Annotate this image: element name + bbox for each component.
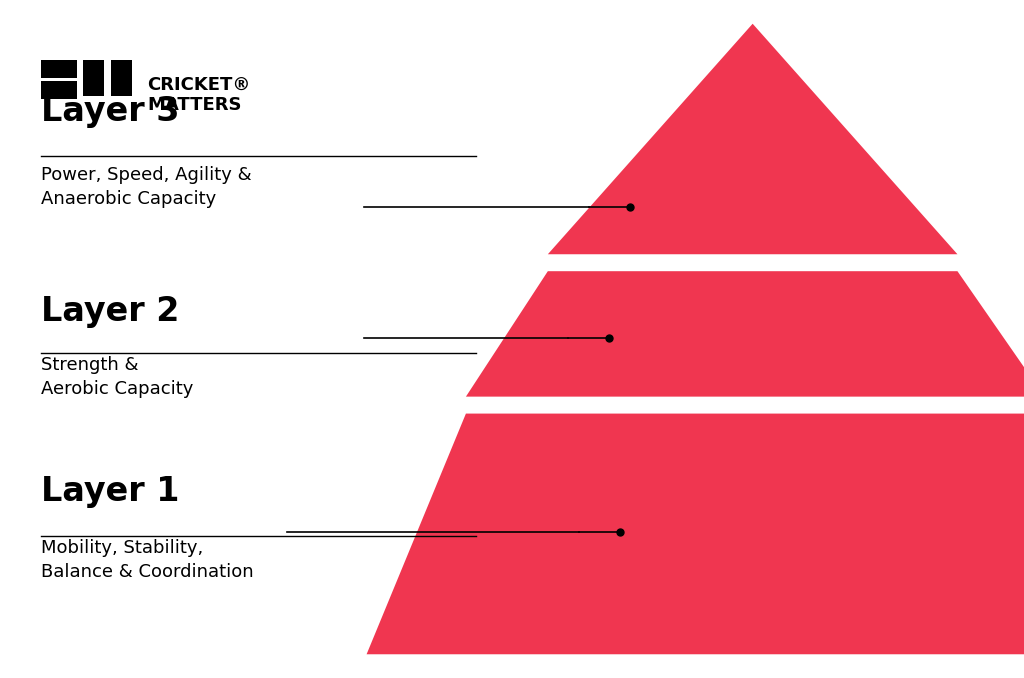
FancyBboxPatch shape [41, 60, 77, 78]
Text: Layer 1: Layer 1 [41, 475, 179, 508]
FancyBboxPatch shape [111, 60, 132, 96]
FancyBboxPatch shape [41, 81, 77, 98]
Polygon shape [548, 24, 957, 254]
Polygon shape [466, 271, 1024, 397]
Text: Layer 3: Layer 3 [41, 95, 179, 128]
Text: Mobility, Stability,
Balance & Coordination: Mobility, Stability, Balance & Coordinat… [41, 539, 254, 580]
Text: Layer 2: Layer 2 [41, 295, 179, 328]
Polygon shape [367, 414, 1024, 654]
FancyBboxPatch shape [83, 60, 104, 96]
Text: CRICKET®
MATTERS: CRICKET® MATTERS [147, 76, 251, 113]
Text: Power, Speed, Agility &
Anaerobic Capacity: Power, Speed, Agility & Anaerobic Capaci… [41, 166, 252, 207]
Text: Strength &
Aerobic Capacity: Strength & Aerobic Capacity [41, 356, 194, 397]
